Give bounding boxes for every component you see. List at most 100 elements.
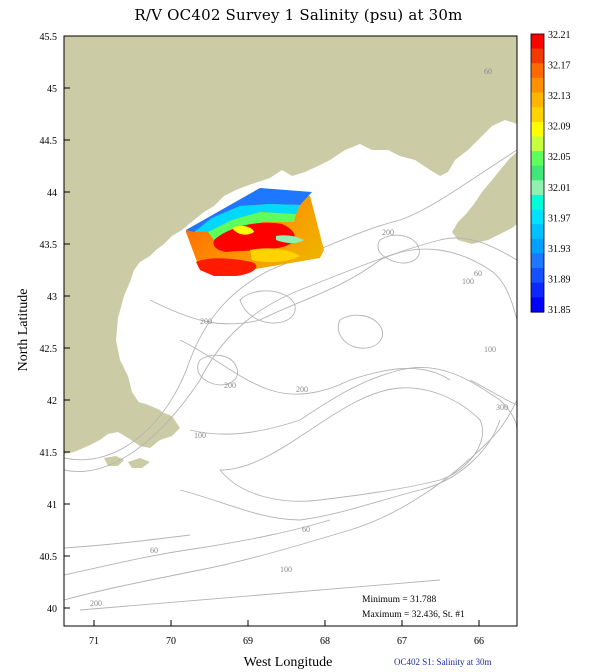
contour-label: 200: [382, 228, 394, 237]
colorbar-swatch: [531, 238, 544, 255]
x-tick-labels: 71 70 69 68 67 66: [89, 636, 484, 647]
contour-label: 200: [200, 317, 212, 326]
contour-labels: 60 200 60 100 200 100 300 200 200 100 60…: [90, 67, 508, 608]
salinity-high-core: [213, 222, 295, 252]
colorbar-frame: [530, 33, 545, 313]
colorbar-label: 31.85: [548, 305, 571, 316]
contour-100m-slope: [64, 519, 331, 576]
contour-200m-south-2: [79, 579, 441, 611]
x-axis-label: West Longitude: [244, 655, 333, 670]
contour-label: 60: [302, 525, 310, 534]
y-tick-label: 44: [47, 188, 57, 199]
land: [64, 36, 517, 468]
contour-basin-4: [377, 234, 420, 264]
y-tick-label: 40.5: [40, 552, 58, 563]
salinity-low-band-2: [194, 204, 300, 232]
footer-caption: OC402 S1: Salinity at 30m: [394, 657, 492, 667]
contour-100m-georges: [189, 366, 517, 435]
contour-label: 200: [90, 599, 102, 608]
contour-60m-south: [64, 534, 191, 549]
colorbar-swatch: [531, 224, 544, 240]
y-tick-label: 43: [47, 292, 57, 303]
y-tick-label: 45.5: [40, 32, 58, 43]
x-tick-label: 71: [89, 636, 99, 647]
colorbar-label: 31.89: [548, 274, 571, 285]
y-tick-labels: 45.5 45 44.5 44 43.5 43 42.5 42 41.5 41 …: [40, 32, 58, 615]
y-tick-label: 41: [47, 500, 57, 511]
colorbar-swatch: [531, 107, 544, 123]
salinity-mid-band: [208, 212, 296, 240]
colorbar-label: 32.13: [548, 91, 571, 102]
salinity-survey-patch: [186, 188, 324, 276]
colorbar-label: 32.17: [548, 61, 571, 72]
x-tick-label: 68: [320, 636, 330, 647]
contour-100m-georges-outer: [179, 419, 501, 521]
x-tick-label: 67: [397, 636, 407, 647]
contour-label: 100: [484, 345, 496, 354]
colorbar-swatches: [531, 34, 544, 313]
colorbar-label: 32.01: [548, 183, 571, 194]
salinity-high-south: [196, 258, 257, 276]
axis-ticks: [64, 35, 480, 626]
colorbar-labels: 32.21 32.17 32.13 32.09 32.05 32.01 31.97 31.93…: [548, 30, 571, 316]
y-tick-label: 40: [47, 604, 57, 615]
contour-label: 100: [462, 277, 474, 286]
colorbar-swatch: [531, 297, 544, 313]
contour-200m-gulf: [149, 248, 517, 325]
contour-basin-2: [337, 314, 383, 349]
land-nova-scotia: [452, 152, 517, 244]
y-tick-label: 42: [47, 396, 57, 407]
contour-basin-1: [239, 290, 296, 324]
colorbar-swatch: [531, 34, 544, 50]
x-tick-label: 70: [166, 636, 176, 647]
colorbar-label: 31.97: [548, 213, 571, 224]
contour-200m-slope: [64, 399, 517, 601]
land-new-england: [64, 36, 517, 454]
contour-label: 300: [496, 403, 508, 412]
y-tick-label: 43.5: [40, 240, 58, 251]
land-island-1: [104, 456, 124, 466]
contour-100m-shelf: [64, 237, 517, 472]
colorbar-swatch: [531, 92, 544, 108]
colorbar-label: 32.09: [548, 122, 571, 133]
colorbar-swatch: [531, 253, 544, 269]
contour-label: 200: [224, 381, 236, 390]
maximum-stat: Maximum = 32.436, St. #1: [362, 610, 465, 620]
contour-label: 60: [484, 67, 492, 76]
plot-frame: [63, 35, 518, 627]
contour-label: 60: [474, 269, 482, 278]
contour-label: 60: [150, 546, 158, 555]
colorbar-label: 32.05: [548, 152, 571, 163]
salinity-mid-patch: [250, 248, 300, 263]
colorbar-swatch: [531, 48, 544, 64]
colorbar-swatch: [531, 63, 544, 79]
colorbar-swatch: [531, 282, 544, 298]
contour-label: 100: [194, 431, 206, 440]
colorbar-label: 31.93: [548, 244, 571, 255]
x-tick-label: 66: [474, 636, 484, 647]
contour-label: 100: [280, 565, 292, 574]
colorbar-swatch: [531, 194, 544, 211]
land-cape-cod: [130, 400, 176, 438]
colorbar-swatch: [531, 209, 544, 225]
colorbar-swatch: [531, 151, 544, 167]
colorbar-label: 32.21: [548, 30, 571, 41]
contour-60m-georges-bank: [219, 387, 484, 502]
colorbar-swatch: [531, 165, 544, 181]
y-tick-label: 45: [47, 84, 57, 95]
map-title: R/V OC402 Survey 1 Salinity (psu) at 30m: [134, 6, 463, 24]
bathymetry-contours: [64, 149, 517, 611]
x-tick-label: 69: [243, 636, 253, 647]
colorbar-swatch: [531, 268, 544, 284]
y-tick-label: 41.5: [40, 448, 58, 459]
colorbar-swatch: [531, 77, 544, 94]
contour-200m-inner: [179, 339, 451, 395]
contour-label: 200: [296, 385, 308, 394]
y-tick-label: 44.5: [40, 136, 58, 147]
colorbar-swatch: [531, 121, 544, 138]
salinity-mid-patch-2: [232, 225, 254, 235]
salinity-green-streak: [276, 235, 304, 243]
land-island-2: [128, 458, 150, 468]
colorbar: 32.21 32.17 32.13 32.09 32.05 32.01 31.97 31.93…: [530, 30, 571, 316]
